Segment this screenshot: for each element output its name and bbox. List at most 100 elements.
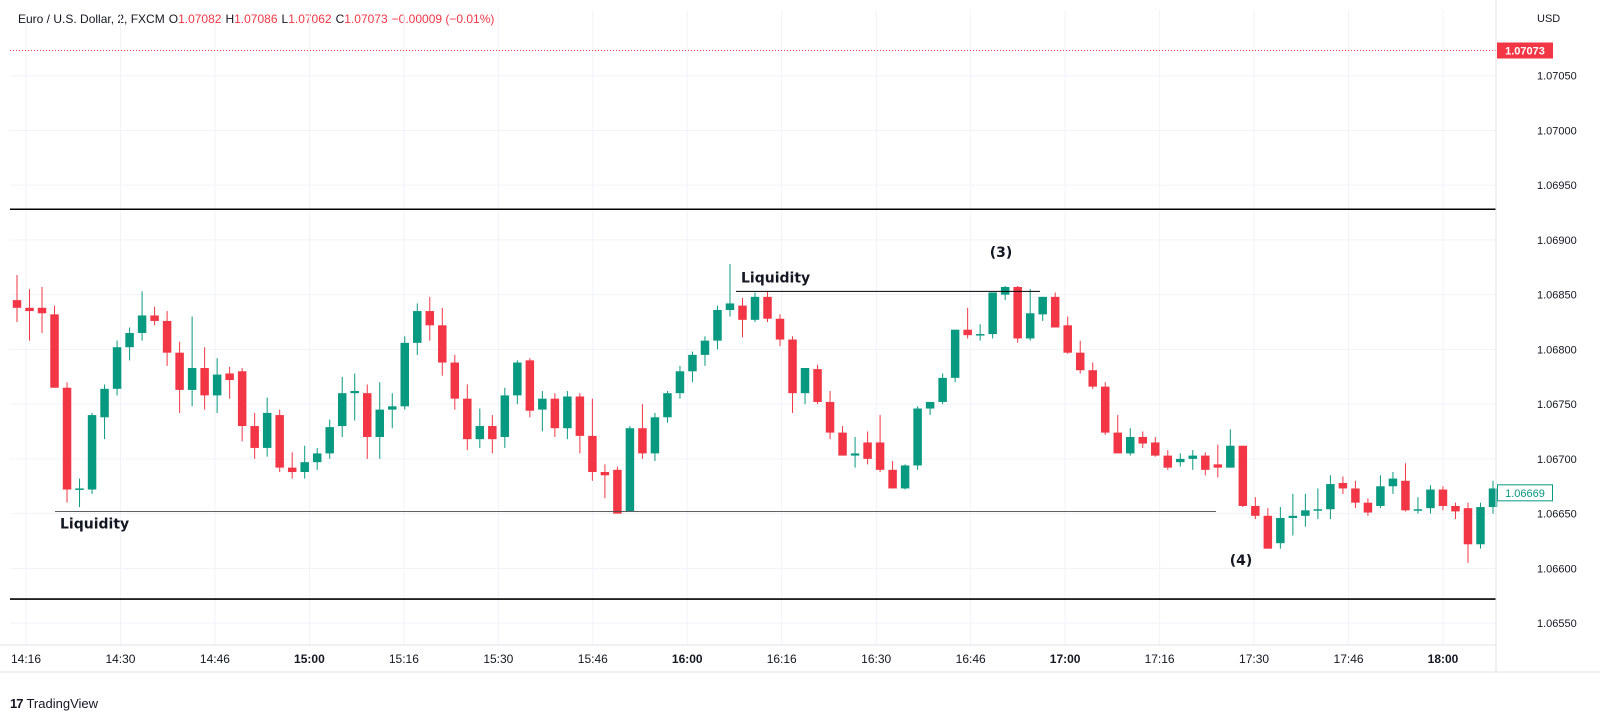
- candle-body: [613, 469, 622, 514]
- candle-up: [1025, 289, 1035, 341]
- candle-body: [475, 426, 485, 440]
- candle-body: [625, 428, 635, 512]
- candle-up: [1376, 475, 1385, 509]
- candle-down: [200, 347, 209, 410]
- last-price-badge-bg: [1497, 42, 1553, 59]
- time-tick-label: 15:46: [578, 652, 608, 666]
- candle-body: [1176, 458, 1185, 463]
- candle-down: [25, 289, 34, 341]
- price-tick-label: 1.06800: [1537, 344, 1577, 356]
- candles: [12, 264, 1498, 563]
- candle-body: [413, 311, 422, 343]
- candle-body: [1251, 505, 1260, 516]
- candle-up: [513, 360, 522, 405]
- time-tick-label: 14:16: [11, 652, 41, 666]
- candle-body: [125, 332, 134, 348]
- candle-body: [388, 406, 397, 410]
- candle-body: [1038, 296, 1047, 315]
- candle-down: [362, 384, 372, 459]
- candle-up: [538, 391, 547, 432]
- candle-up: [1288, 493, 1298, 536]
- candle-body: [350, 391, 359, 394]
- candle-body: [112, 347, 122, 389]
- candle-down: [162, 311, 172, 366]
- tradingview-logo-icon: 17: [10, 696, 24, 711]
- candle-body: [763, 296, 772, 319]
- current-price-badge-bg: [1497, 484, 1553, 502]
- candle-up: [1226, 429, 1235, 468]
- candle-body: [62, 387, 72, 490]
- low-key: L: [281, 12, 289, 26]
- candle-body: [200, 368, 209, 396]
- candle-down: [963, 307, 972, 339]
- candle-down: [1151, 436, 1160, 457]
- candle-body: [725, 303, 735, 310]
- time-tick-label: 14:46: [200, 652, 230, 666]
- candle-down: [287, 452, 297, 479]
- candle-body: [488, 426, 497, 440]
- candle-body: [738, 305, 747, 320]
- candle-down: [1263, 508, 1273, 549]
- candle-body: [713, 309, 722, 341]
- candle-body: [100, 388, 109, 418]
- candle-down: [738, 297, 747, 338]
- candle-up: [675, 365, 685, 399]
- candle-body: [1063, 325, 1072, 353]
- candle-body: [538, 398, 547, 410]
- candle-body: [638, 428, 647, 454]
- time-tick-label: 17:30: [1239, 652, 1269, 666]
- candle-down: [1463, 502, 1473, 563]
- candle-down: [588, 398, 597, 481]
- candle-body: [1100, 386, 1110, 433]
- candle-up: [900, 464, 910, 490]
- time-tick-label: 16:16: [767, 652, 797, 666]
- candle-body: [1213, 464, 1223, 468]
- candle-down: [1238, 445, 1248, 508]
- candle-down: [763, 291, 772, 323]
- candle-body: [1013, 286, 1022, 339]
- candle-body: [162, 320, 172, 353]
- candle-body: [212, 374, 222, 396]
- candle-body: [1463, 508, 1473, 545]
- candle-body: [700, 340, 710, 355]
- candle-body: [375, 409, 384, 437]
- candle-body: [650, 417, 660, 454]
- currency-label: USD: [1537, 13, 1560, 25]
- chart-grid: [10, 10, 1496, 645]
- candle-up: [137, 291, 147, 341]
- candle-up: [1301, 493, 1310, 527]
- candle-up: [650, 412, 660, 462]
- candle-body: [775, 318, 785, 340]
- candle-down: [1163, 450, 1173, 470]
- candle-down: [1351, 480, 1360, 509]
- candle-down: [450, 354, 460, 410]
- chart-legend: Euro / U.S. Dollar, 2, FXCM O1.07082 H1.…: [18, 12, 494, 26]
- candle-body: [325, 427, 334, 454]
- candle-body: [988, 292, 997, 335]
- price-axis: 1.07050 1.07000 1.06950 1.06900 1.06850 1.068…: [1495, 0, 1577, 672]
- candle-body: [675, 371, 685, 394]
- candle-body: [963, 329, 972, 336]
- candle-down: [1013, 285, 1022, 343]
- candle-body: [175, 352, 184, 390]
- candle-down: [463, 384, 472, 451]
- candle-body: [75, 488, 84, 490]
- candle-body: [1288, 515, 1298, 518]
- candle-down: [37, 286, 47, 333]
- candle-body: [588, 435, 597, 473]
- candle-down: [600, 464, 610, 499]
- candle-up: [563, 391, 572, 440]
- candle-down: [225, 366, 234, 399]
- candle-up: [800, 368, 810, 405]
- candle-body: [950, 329, 960, 378]
- candle-up: [312, 447, 322, 470]
- tradingview-logo[interactable]: 17 TradingView: [10, 696, 98, 711]
- current-price-badge: 1.06669: [1497, 484, 1553, 502]
- candle-body: [788, 339, 797, 394]
- candle-up: [1413, 497, 1423, 514]
- close-value-group: C1.07073: [336, 12, 388, 26]
- candle-up: [938, 373, 947, 405]
- candle-up: [262, 397, 272, 457]
- candle-body: [1151, 442, 1160, 456]
